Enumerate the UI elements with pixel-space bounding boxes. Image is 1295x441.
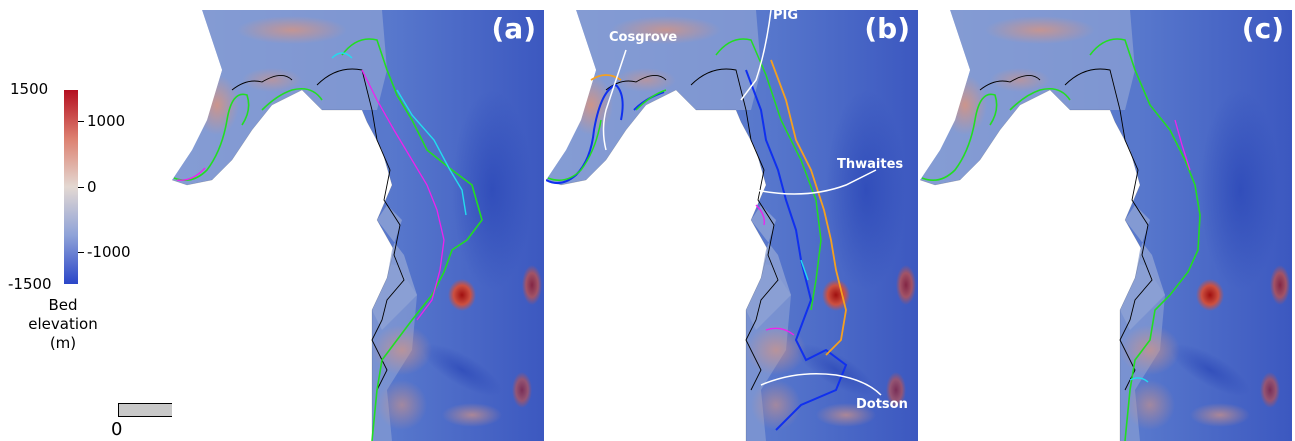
green-line-b [547, 38, 822, 311]
scale-bar-tick-0: 0 [111, 419, 123, 440]
magenta-line-c [1174, 119, 1191, 171]
flowline-cosgrove [602, 49, 627, 151]
colorbar-title: Bed elevation (m) [18, 296, 108, 353]
map-panel-b: Cosgrove PIG Thwaites Dotson (b) [546, 10, 918, 441]
panel-label-a: (a) [491, 12, 537, 45]
panel-label-c: (c) [1241, 12, 1284, 45]
magenta-line-a [176, 69, 445, 321]
cyan-line-a [331, 52, 467, 216]
colorbar-tick-0: 0 [87, 178, 97, 196]
colorbar-title-line: (m) [49, 334, 77, 352]
colorbar-title-line: elevation [28, 315, 98, 333]
cyan-line-c [1129, 377, 1149, 383]
green-line-c [921, 38, 1201, 441]
green-line-a [173, 38, 483, 441]
glacier-label-pig: PIG [773, 10, 799, 23]
map-a-canvas [172, 10, 544, 441]
flowline-dotson [760, 373, 882, 396]
colorbar-max-label: 1500 [10, 80, 49, 98]
glacier-label-cosgrove: Cosgrove [609, 30, 678, 45]
colorbar-gradient [64, 90, 78, 284]
flowline-pig [740, 10, 772, 101]
magenta-line-b [755, 204, 795, 336]
flowline-thwaites [755, 169, 877, 195]
map-panel-c: (c) [920, 10, 1292, 441]
map-c-canvas [920, 10, 1292, 441]
map-b-canvas [546, 10, 918, 441]
panel-label-b: (b) [864, 12, 910, 45]
glacier-label-thwaites: Thwaites [837, 157, 904, 172]
colorbar-title-line: Bed [48, 296, 78, 314]
cyan-line-b [800, 259, 809, 281]
orange-line-b [590, 59, 847, 356]
colorbar-tick-minus-1000: -1000 [87, 243, 131, 261]
colorbar-tick-1000: 1000 [87, 112, 126, 130]
glacier-label-dotson: Dotson [856, 397, 908, 412]
map-panel-a: (a) [172, 10, 544, 441]
colorbar-min-label: -1500 [8, 275, 52, 293]
